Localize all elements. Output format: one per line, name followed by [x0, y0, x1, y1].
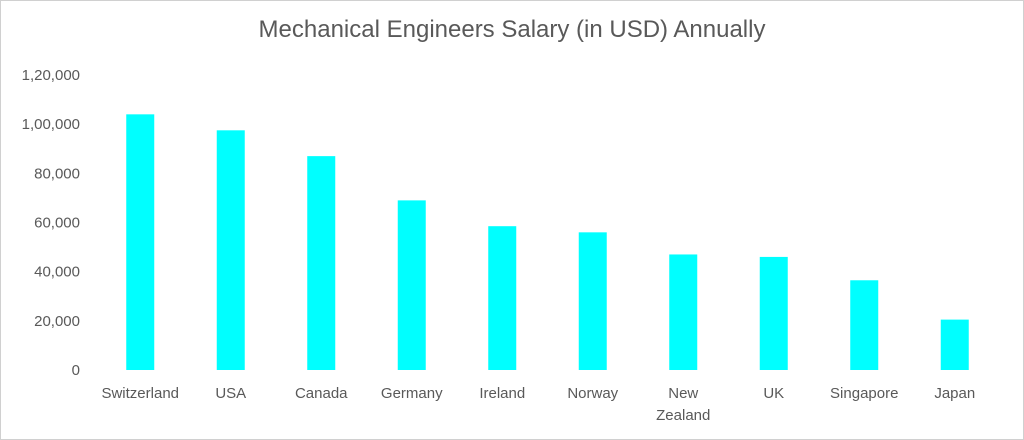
- y-tick-label: 20,000: [34, 313, 80, 330]
- x-tick-label: Canada: [295, 385, 348, 402]
- x-axis: Switzerland USA Canada Germany Ireland Norway…: [101, 385, 975, 424]
- bar: [397, 200, 426, 370]
- bar: [126, 114, 155, 370]
- x-tick-label: Singapore: [830, 385, 898, 402]
- x-tick-label: Switzerland: [101, 385, 179, 402]
- y-tick-label: 1,00,000: [22, 116, 80, 133]
- y-tick-label: 1,20,000: [22, 67, 80, 84]
- bar: [307, 156, 336, 370]
- y-axis: 0 20,000 40,000 60,000 80,000 1,00,000 1,20,00…: [22, 67, 80, 379]
- bar: [940, 319, 969, 370]
- x-tick-label: UK: [763, 385, 784, 402]
- bar: [759, 256, 788, 370]
- y-tick-label: 80,000: [34, 165, 80, 182]
- x-tick-label: Japan: [934, 385, 975, 402]
- y-tick-label: 40,000: [34, 264, 80, 281]
- bars: [126, 114, 969, 370]
- chart-title: Mechanical Engineers Salary (in USD) Ann…: [258, 16, 766, 43]
- bar: [669, 254, 698, 370]
- bar: [216, 130, 245, 370]
- x-tick-label: Norway: [567, 385, 618, 402]
- x-tick-label: Ireland: [479, 385, 525, 402]
- bar: [578, 232, 607, 370]
- x-tick-label: USA: [215, 385, 246, 402]
- bar: [488, 226, 517, 370]
- x-tick-label: New Zealand: [656, 385, 710, 424]
- y-tick-label: 60,000: [34, 215, 80, 232]
- y-tick-label: 0: [72, 362, 80, 379]
- bar: [850, 280, 879, 370]
- x-tick-label: Germany: [381, 385, 443, 402]
